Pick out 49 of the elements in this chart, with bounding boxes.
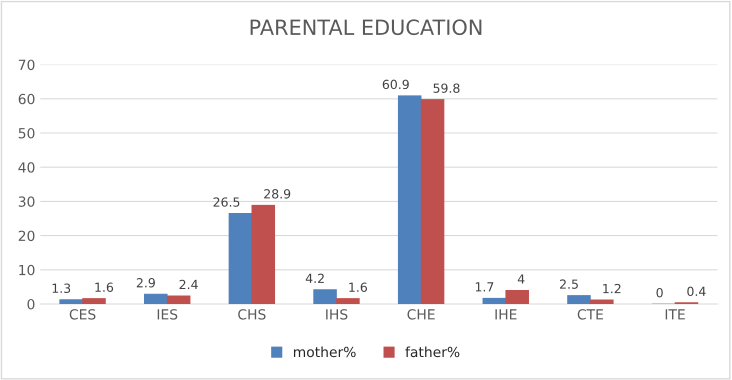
x-tick-label: ITE bbox=[666, 309, 685, 320]
bar bbox=[252, 204, 276, 304]
data-label: 2.9 bbox=[136, 278, 155, 288]
chart-title: PARENTAL EDUCATION bbox=[250, 19, 482, 36]
legend-label: mother% bbox=[294, 346, 356, 358]
bar bbox=[144, 294, 168, 304]
bar bbox=[59, 299, 83, 304]
data-label: 1.2 bbox=[603, 284, 620, 294]
data-label: 0.4 bbox=[687, 286, 706, 296]
y-tick-label: 20 bbox=[18, 230, 34, 242]
x-tick-label: CHE bbox=[407, 309, 435, 320]
y-tick-label: 40 bbox=[18, 162, 34, 173]
data-label: 1.3 bbox=[52, 284, 70, 293]
bar bbox=[398, 95, 422, 304]
data-label: 2.4 bbox=[180, 280, 198, 290]
y-tick-label: 70 bbox=[18, 60, 34, 70]
bar bbox=[166, 295, 190, 304]
y-tick-label: 10 bbox=[19, 264, 34, 276]
y-tick-label: 30 bbox=[18, 196, 34, 207]
legend-label: father% bbox=[405, 346, 460, 358]
data-label: 2.5 bbox=[560, 279, 578, 289]
bar bbox=[505, 290, 529, 304]
data-label: 28.9 bbox=[264, 189, 290, 199]
y-tick-label: 50 bbox=[18, 128, 34, 138]
data-label: 59.8 bbox=[434, 83, 460, 93]
x-tick-label: IHS bbox=[326, 309, 348, 320]
data-label: 0 bbox=[656, 288, 663, 298]
x-tick-label: CTE bbox=[578, 309, 603, 320]
data-label: 26.5 bbox=[214, 197, 240, 207]
bar bbox=[420, 99, 444, 304]
data-label: 4.2 bbox=[306, 274, 324, 283]
data-label: 1.6 bbox=[349, 282, 368, 292]
bar bbox=[590, 300, 614, 304]
bar bbox=[567, 295, 591, 304]
data-label: 1.7 bbox=[476, 282, 494, 292]
x-tick-label: IES bbox=[158, 309, 178, 320]
x-tick-label: CES bbox=[70, 309, 96, 320]
y-tick-label: 60 bbox=[18, 94, 34, 104]
data-label: 60.9 bbox=[382, 80, 409, 90]
bar bbox=[336, 298, 360, 304]
bar bbox=[313, 289, 337, 304]
data-label: 4 bbox=[518, 274, 524, 284]
data-label: 1.6 bbox=[95, 282, 114, 292]
y-tick-label: 0 bbox=[27, 298, 34, 310]
bar bbox=[482, 298, 506, 304]
x-tick-label: IHE bbox=[495, 309, 517, 320]
bar bbox=[228, 213, 252, 304]
x-tick-label: CHS bbox=[238, 309, 266, 320]
bar bbox=[82, 298, 106, 304]
